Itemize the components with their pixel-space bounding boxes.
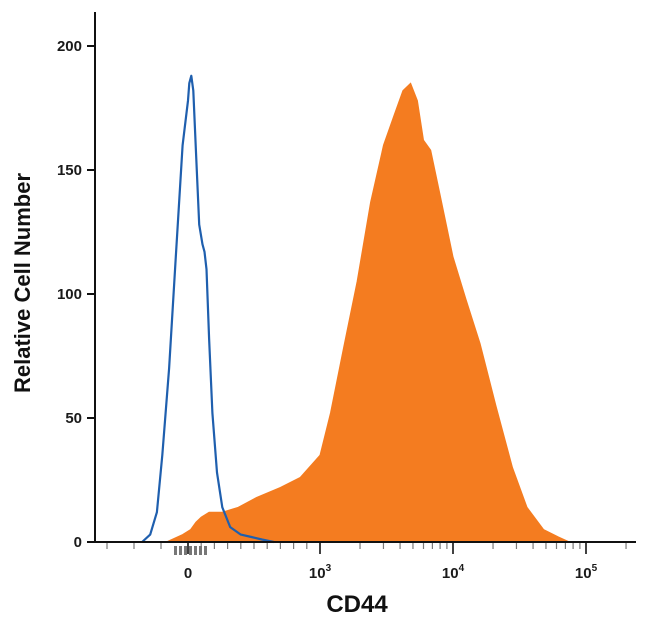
x-tick-label-0: 0 [184,565,192,582]
tick-labels-layer: 0 50 100 150 200 0 103 104 105 [57,38,598,582]
zero-band-mark [174,546,177,555]
zero-band-mark [194,546,197,555]
series-outline-histogram [141,74,275,544]
axes-layer [87,12,636,554]
zero-band-markers [174,546,207,555]
y-tick-label-50: 50 [65,410,82,427]
zero-band-mark [199,546,202,555]
y-tick-label-150: 150 [57,162,82,179]
x-tick-label-2: 104 [442,563,465,582]
y-tick-label-100: 100 [57,286,82,303]
x-tick-label-1: 103 [309,563,332,582]
series-layer [141,74,570,544]
zero-band-mark [179,546,182,555]
y-tick-label-0: 0 [74,534,82,551]
y-axis-title: Relative Cell Number [10,173,35,394]
zero-band-mark [189,546,192,555]
x-tick-label-3: 105 [575,563,598,582]
zero-band-mark [184,546,187,555]
y-tick-label-200: 200 [57,38,82,55]
series-filled-histogram [166,82,570,543]
zero-band-mark [204,546,207,555]
x-axis-minor-ticks [106,542,627,549]
x-axis-title: CD44 [326,591,388,618]
